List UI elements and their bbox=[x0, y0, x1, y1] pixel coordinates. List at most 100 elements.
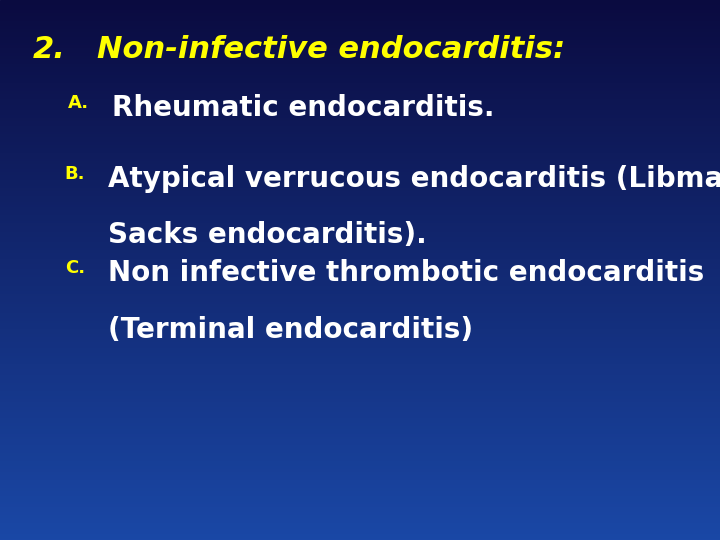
Text: 2.: 2. bbox=[32, 35, 66, 64]
Bar bbox=[0, 256, 720, 259]
Bar bbox=[0, 386, 720, 389]
Bar bbox=[0, 130, 720, 132]
Bar bbox=[0, 124, 720, 127]
Bar bbox=[0, 54, 720, 57]
Bar bbox=[0, 381, 720, 383]
Bar bbox=[0, 373, 720, 375]
Bar bbox=[0, 194, 720, 197]
Bar bbox=[0, 38, 720, 40]
Bar bbox=[0, 338, 720, 340]
Bar bbox=[0, 111, 720, 113]
Bar bbox=[0, 97, 720, 100]
Bar bbox=[0, 197, 720, 200]
Bar bbox=[0, 62, 720, 65]
Text: A.: A. bbox=[68, 94, 89, 112]
Bar bbox=[0, 27, 720, 30]
Bar bbox=[0, 440, 720, 443]
Bar bbox=[0, 103, 720, 105]
Bar bbox=[0, 464, 720, 467]
Bar bbox=[0, 416, 720, 418]
Bar bbox=[0, 375, 720, 378]
Bar bbox=[0, 448, 720, 451]
Bar bbox=[0, 51, 720, 54]
Bar bbox=[0, 424, 720, 427]
Text: Non-infective endocarditis:: Non-infective endocarditis: bbox=[97, 35, 565, 64]
Text: (Terminal endocarditis): (Terminal endocarditis) bbox=[108, 316, 473, 344]
Bar bbox=[0, 389, 720, 392]
Bar bbox=[0, 505, 720, 508]
Bar bbox=[0, 140, 720, 143]
Bar bbox=[0, 8, 720, 11]
Bar bbox=[0, 238, 720, 240]
Bar bbox=[0, 248, 720, 251]
Bar bbox=[0, 57, 720, 59]
Bar bbox=[0, 400, 720, 402]
Bar bbox=[0, 200, 720, 202]
Bar bbox=[0, 378, 720, 381]
Bar bbox=[0, 302, 720, 305]
Bar bbox=[0, 394, 720, 397]
Bar bbox=[0, 230, 720, 232]
Bar bbox=[0, 65, 720, 68]
Bar bbox=[0, 213, 720, 216]
Bar bbox=[0, 243, 720, 246]
Bar bbox=[0, 205, 720, 208]
Bar bbox=[0, 227, 720, 229]
Bar bbox=[0, 73, 720, 76]
Bar bbox=[0, 278, 720, 281]
Bar bbox=[0, 70, 720, 73]
Bar bbox=[0, 16, 720, 19]
Bar bbox=[0, 151, 720, 154]
Bar bbox=[0, 475, 720, 478]
Bar bbox=[0, 14, 720, 16]
Bar bbox=[0, 324, 720, 327]
Bar bbox=[0, 254, 720, 256]
Bar bbox=[0, 294, 720, 297]
Bar bbox=[0, 427, 720, 429]
Bar bbox=[0, 472, 720, 475]
Bar bbox=[0, 167, 720, 170]
Bar bbox=[0, 478, 720, 481]
Bar bbox=[0, 89, 720, 92]
Bar bbox=[0, 208, 720, 211]
Bar bbox=[0, 148, 720, 151]
Bar bbox=[0, 240, 720, 243]
Bar bbox=[0, 273, 720, 275]
Bar bbox=[0, 297, 720, 300]
Bar bbox=[0, 508, 720, 510]
Bar bbox=[0, 300, 720, 302]
Bar bbox=[0, 113, 720, 116]
Bar bbox=[0, 76, 720, 78]
Bar bbox=[0, 413, 720, 416]
Bar bbox=[0, 181, 720, 184]
Bar bbox=[0, 359, 720, 362]
Bar bbox=[0, 392, 720, 394]
Bar bbox=[0, 46, 720, 49]
Bar bbox=[0, 518, 720, 521]
Bar bbox=[0, 3, 720, 5]
Bar bbox=[0, 335, 720, 338]
Bar bbox=[0, 402, 720, 405]
Bar bbox=[0, 81, 720, 84]
Bar bbox=[0, 173, 720, 176]
Bar bbox=[0, 310, 720, 313]
Bar bbox=[0, 362, 720, 364]
Bar bbox=[0, 68, 720, 70]
Bar bbox=[0, 219, 720, 221]
Bar bbox=[0, 470, 720, 472]
Bar bbox=[0, 305, 720, 308]
Bar bbox=[0, 224, 720, 227]
Bar bbox=[0, 367, 720, 370]
Bar bbox=[0, 170, 720, 173]
Bar bbox=[0, 143, 720, 146]
Bar bbox=[0, 405, 720, 408]
Bar bbox=[0, 370, 720, 373]
Bar bbox=[0, 437, 720, 440]
Bar bbox=[0, 86, 720, 89]
Bar bbox=[0, 165, 720, 167]
Bar bbox=[0, 319, 720, 321]
Bar bbox=[0, 308, 720, 310]
Bar bbox=[0, 351, 720, 354]
Bar bbox=[0, 462, 720, 464]
Bar bbox=[0, 35, 720, 38]
